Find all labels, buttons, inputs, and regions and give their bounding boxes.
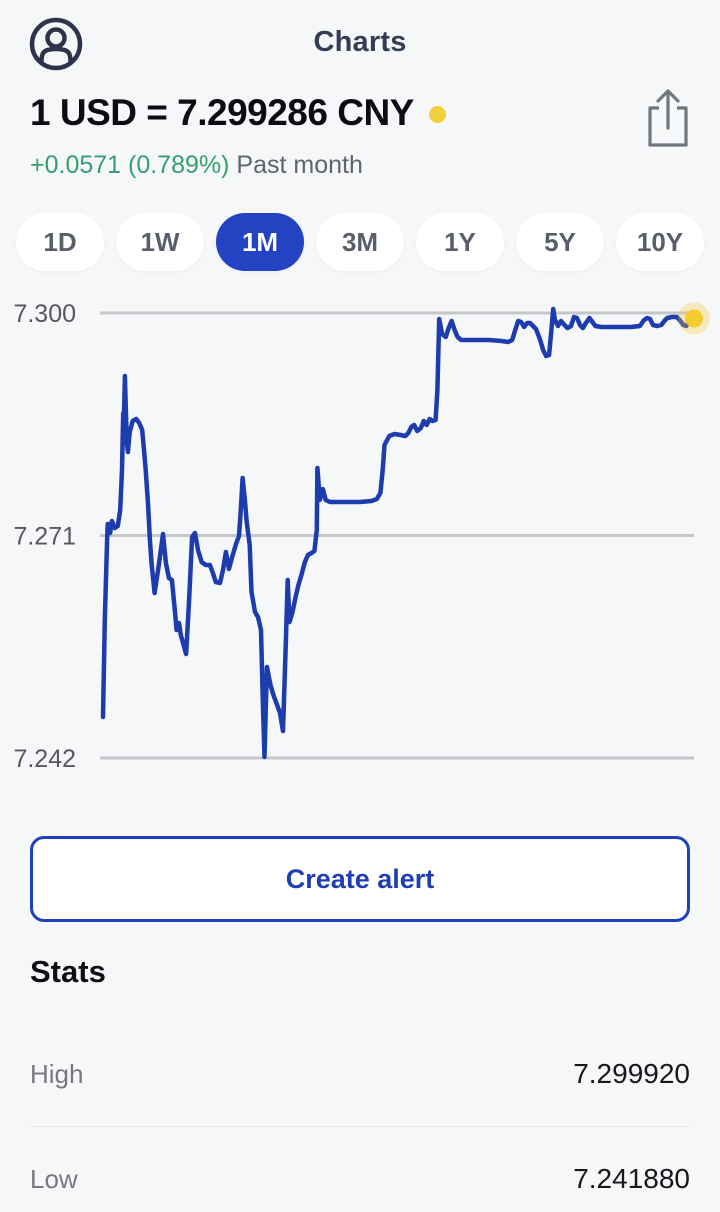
- range-tab-1w[interactable]: 1W: [116, 213, 204, 271]
- endpoint-dot: [685, 309, 703, 328]
- range-tab-10y[interactable]: 10Y: [616, 213, 704, 271]
- rate-pair-text: 1 USD = 7.299286 CNY: [30, 92, 414, 133]
- rate-title: 1 USD = 7.299286 CNY: [30, 92, 446, 134]
- range-tab-3m[interactable]: 3M: [316, 213, 404, 271]
- stat-row-high: High 7.299920: [30, 1048, 690, 1100]
- stats-heading: Stats: [30, 954, 106, 989]
- rate-change-period: Past month: [236, 151, 363, 179]
- stat-row-low: Low 7.241880: [30, 1153, 690, 1205]
- range-tab-1y[interactable]: 1Y: [416, 213, 504, 271]
- rate-line: [100, 306, 697, 760]
- stats-divider: [30, 1126, 690, 1127]
- rate-chart[interactable]: 7.300 7.271 7.242: [0, 290, 720, 790]
- live-dot: [428, 106, 446, 123]
- y-axis-tick-label: 7.242: [13, 745, 76, 773]
- range-tabs: 1D 1W 1M 3M 1Y 5Y 10Y: [16, 213, 704, 271]
- create-alert-button[interactable]: Create alert: [30, 836, 690, 922]
- share-icon: [642, 89, 694, 153]
- range-tab-1m[interactable]: 1M: [216, 213, 304, 271]
- stats-list: High 7.299920 Low 7.241880: [30, 1048, 690, 1205]
- range-tab-1d[interactable]: 1D: [16, 213, 104, 271]
- rate-change-amount: +0.0571 (0.789%): [30, 151, 230, 179]
- page-title: Charts: [313, 26, 407, 58]
- share-button[interactable]: [642, 86, 694, 150]
- stat-value: 7.299920: [573, 1058, 690, 1089]
- stat-value: 7.241880: [573, 1163, 690, 1194]
- range-tab-5y[interactable]: 5Y: [516, 213, 604, 271]
- rate-change: +0.0571 (0.789%) Past month: [30, 151, 363, 180]
- profile-button[interactable]: [28, 16, 84, 72]
- stat-label: High: [30, 1058, 84, 1089]
- stat-label: Low: [30, 1163, 78, 1194]
- person-circle-icon: [28, 17, 84, 75]
- y-axis-tick-label: 7.300: [13, 300, 76, 328]
- y-axis-tick-label: 7.271: [13, 523, 76, 551]
